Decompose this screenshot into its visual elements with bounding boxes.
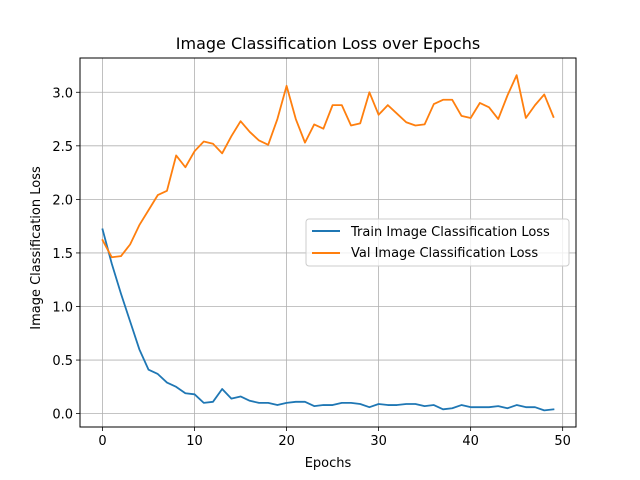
- y-axis-label: Image Classification Loss: [29, 166, 44, 330]
- y-tick-label: 2.0: [52, 193, 73, 208]
- val-loss-line: [101, 74, 555, 259]
- x-axis-label: Epochs: [305, 456, 352, 471]
- train-loss-line: [101, 228, 555, 412]
- legend-label-val: Val Image Classification Loss: [351, 246, 538, 261]
- x-tick-label: 30: [370, 434, 387, 449]
- y-tick-label: 0.0: [52, 408, 73, 423]
- x-tick-label: 0: [98, 434, 106, 449]
- x-tick-label: 10: [186, 434, 203, 449]
- y-tick-label: 1.0: [52, 300, 73, 315]
- chart-title: Image Classification Loss over Epochs: [176, 34, 480, 53]
- y-tick-label: 2.5: [52, 140, 73, 155]
- y-tick-label: 3.0: [52, 86, 73, 101]
- x-tick-label: 50: [554, 434, 571, 449]
- axis-ticks: 0 10 20 30 40 50 0.0 0.5 1.0 1.5 2.0 2.5 3.0: [52, 86, 571, 449]
- plot-frame: [79, 57, 577, 428]
- x-tick-label: 20: [278, 434, 295, 449]
- y-tick-label: 1.5: [52, 247, 73, 262]
- x-tick-label: 40: [462, 434, 479, 449]
- series-lines: [101, 74, 555, 412]
- legend: Train Image Classification Loss Val Imag…: [305, 218, 570, 267]
- y-tick-label: 0.5: [52, 354, 73, 369]
- legend-box: [305, 218, 570, 267]
- legend-label-train: Train Image Classification Loss: [350, 225, 550, 240]
